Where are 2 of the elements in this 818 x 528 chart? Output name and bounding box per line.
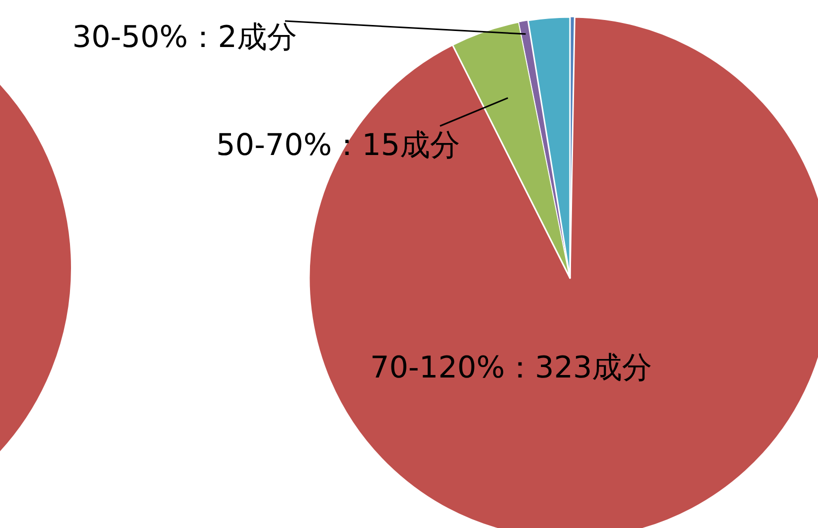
slice-label: 70-120%：323成分 xyxy=(370,350,652,386)
slice-label: 30-50%：2成分 xyxy=(72,20,297,55)
